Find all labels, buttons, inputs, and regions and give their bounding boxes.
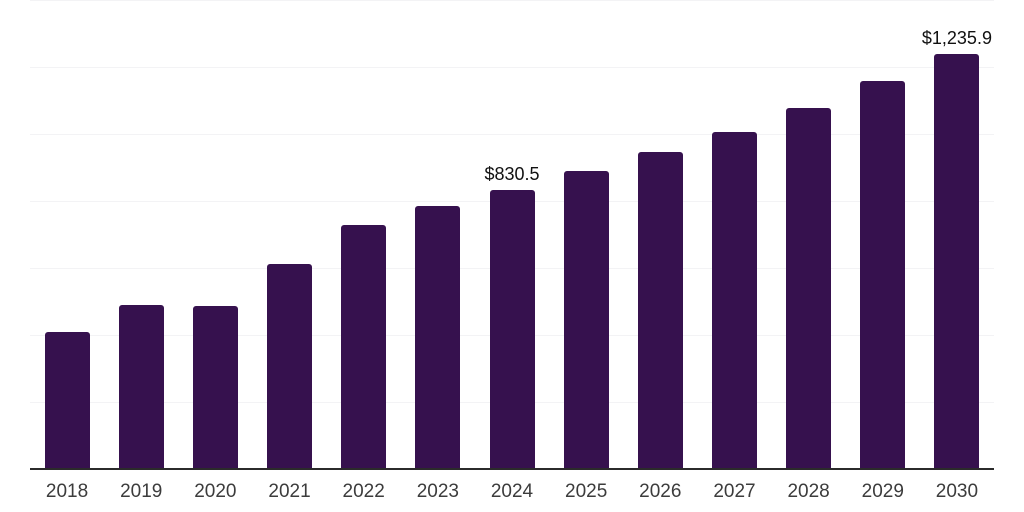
x-tick-label-2019: 2019 — [120, 481, 163, 502]
bar-2020[interactable] — [192, 305, 238, 468]
gridline-1000 — [30, 134, 994, 135]
bar-2023[interactable] — [415, 205, 461, 468]
x-tick-label-2026: 2026 — [639, 481, 682, 502]
x-tick-label-2025: 2025 — [565, 481, 608, 502]
x-tick-label-2027: 2027 — [713, 481, 756, 502]
x-axis-labels: 2018 2019 2020 2021 2022 2023 2024 2025 2026 2027… — [30, 481, 994, 508]
bar-2026[interactable] — [637, 152, 683, 468]
x-tick-label-2024: 2024 — [490, 481, 534, 502]
x-tick-label-2030: 2030 — [935, 481, 979, 502]
bar-2030[interactable] — [934, 53, 980, 468]
bar-2018[interactable] — [44, 332, 90, 468]
gridline-1400 — [30, 0, 994, 1]
bar-value-label-2024: $830.5 — [484, 163, 540, 184]
bar-2025[interactable] — [563, 171, 609, 468]
bar-2021[interactable] — [267, 263, 313, 468]
bar-2024[interactable] — [489, 189, 535, 468]
x-tick-label-2029: 2029 — [861, 481, 904, 502]
x-tick-label-2020: 2020 — [194, 481, 237, 502]
plot-area: $830.5 $1,235.9 — [30, 0, 994, 470]
x-tick-label-2023: 2023 — [416, 481, 459, 502]
bar-2027[interactable] — [711, 131, 757, 468]
x-tick-label-2022: 2022 — [342, 481, 385, 502]
bar-2019[interactable] — [118, 304, 164, 468]
bar-value-label-2030: $1,235.9 — [921, 27, 992, 48]
bar-2029[interactable] — [860, 81, 906, 468]
x-tick-label-2028: 2028 — [787, 481, 830, 502]
x-axis-line — [30, 468, 994, 470]
gridline-1200 — [30, 67, 994, 68]
bar-2022[interactable] — [341, 225, 387, 468]
bar-2028[interactable] — [786, 107, 832, 468]
x-tick-label-2018: 2018 — [45, 481, 89, 502]
x-tick-label-2021: 2021 — [268, 481, 311, 502]
